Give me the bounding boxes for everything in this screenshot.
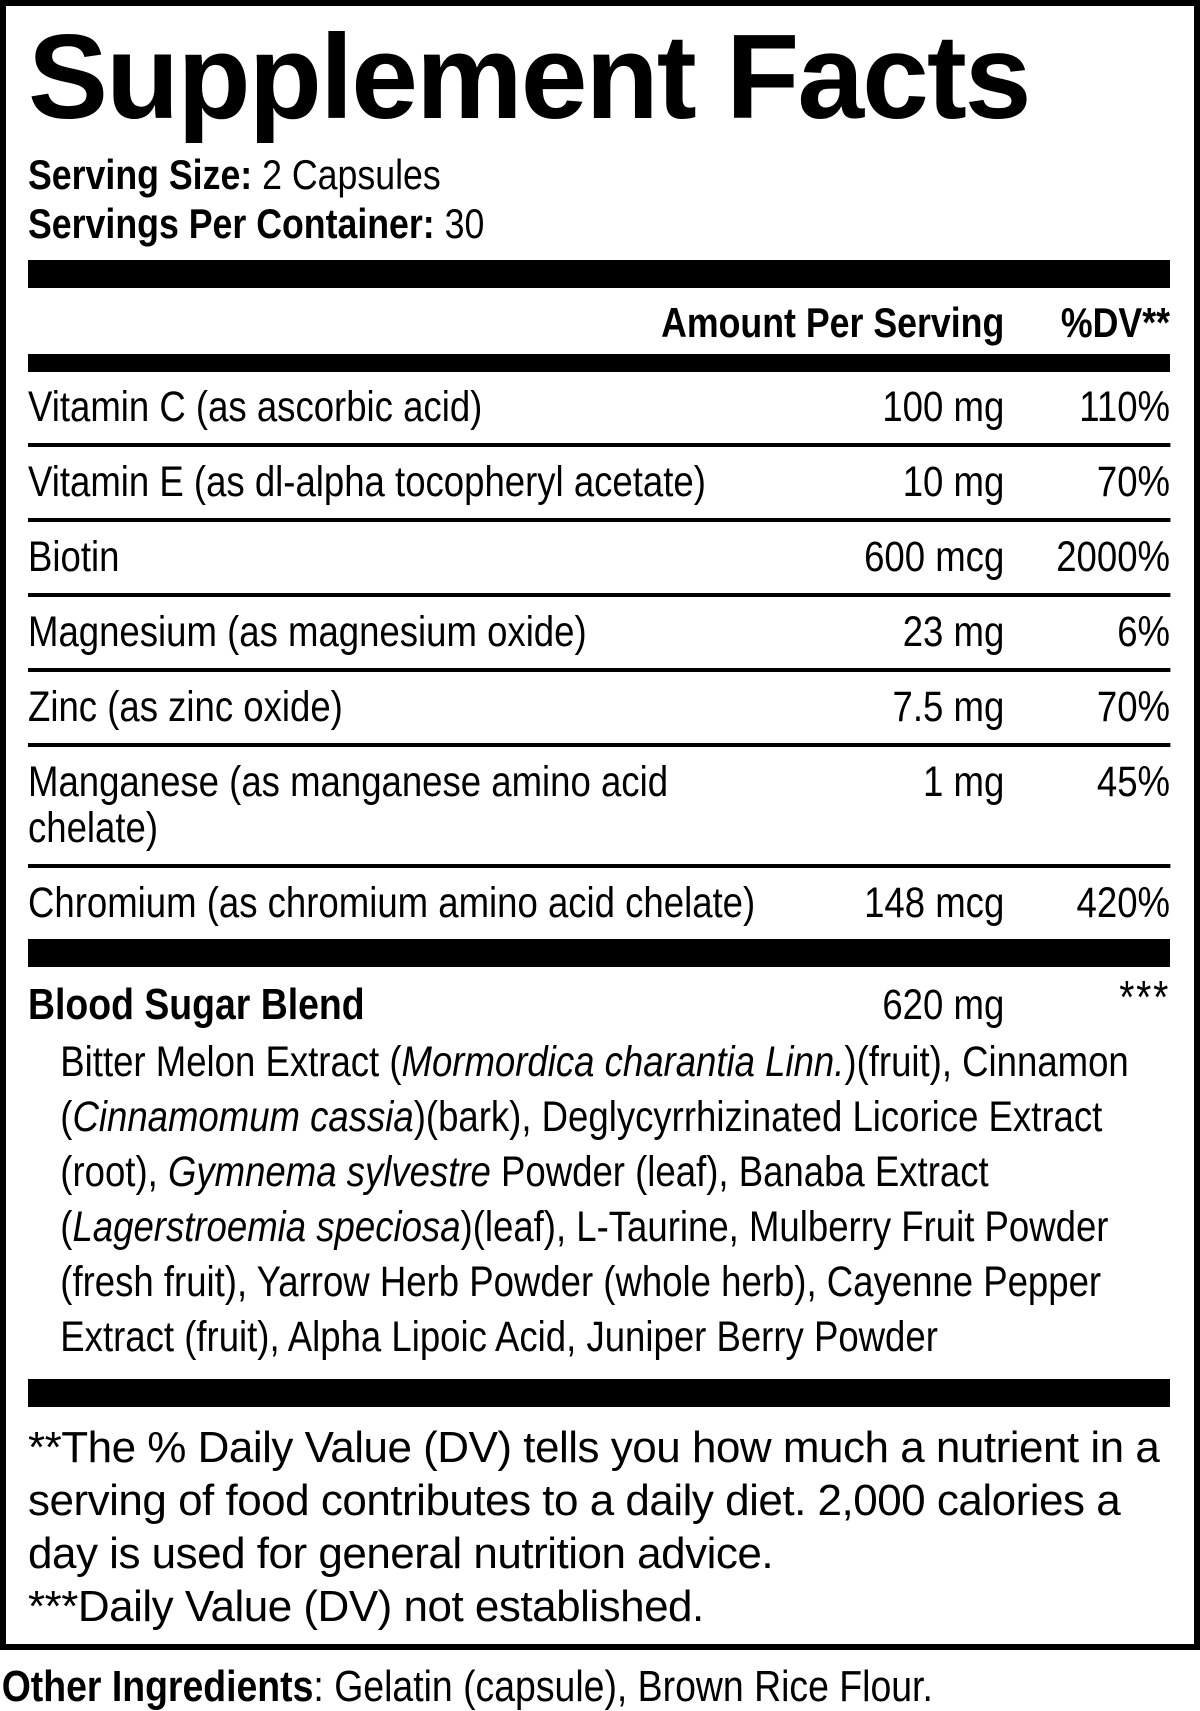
- row-separator: [28, 667, 1171, 672]
- other-ingredients-label: Other Ingredients: [1, 1662, 314, 1711]
- blend-amount: 620 mg: [882, 980, 1005, 1029]
- nutrient-row: Manganese (as manganese amino acid chela…: [28, 747, 1170, 864]
- blend-dv-asterisks: ***: [1119, 970, 1171, 1023]
- latin-botanical-name: Lagerstroemia speciosa: [72, 1202, 461, 1251]
- nutrient-rows: Vitamin C (as ascorbic acid) 100 mg 110% Vi…: [28, 372, 1171, 939]
- nutrient-amount: 10 mg: [902, 457, 1005, 506]
- nutrient-dv: 70%: [1096, 457, 1171, 506]
- ingredient-text: Powder (leaf), Banaba Extract (: [60, 1147, 989, 1251]
- other-ingredients-line: Other Ingredients: Gelatin (capsule), Br…: [2, 1662, 1200, 1711]
- divider-medium: [28, 353, 1170, 372]
- nutrient-amount: 23 mg: [902, 607, 1005, 656]
- row-separator: [28, 442, 1171, 447]
- row-separator: [28, 592, 1171, 597]
- serving-size-value: 2 Capsules: [252, 150, 441, 198]
- nutrient-dv: 6%: [1117, 607, 1171, 656]
- blend-section: Blood Sugar Blend 620 mg *** Bitter Melo…: [28, 967, 1170, 1379]
- ingredient-text: )(bark), Deglycyrrhizinated Licorice Ext…: [60, 1092, 1103, 1196]
- amount-per-serving-header: Amount Per Serving: [661, 298, 1005, 346]
- other-ingredients-value: : Gelatin (capsule), Brown Rice Flour.: [313, 1662, 933, 1711]
- nutrient-row: Magnesium (as magnesium oxide) 23 mg 6%: [28, 597, 1170, 668]
- serving-size-line: Serving Size: 2 Capsules: [28, 150, 1170, 199]
- nutrient-row: Chromium (as chromium amino acid chelate…: [28, 868, 1170, 939]
- nutrient-row: Zinc (as zinc oxide) 7.5 mg 70%: [28, 672, 1170, 743]
- other-ingredients-wrap: Other Ingredients: Gelatin (capsule), Br…: [0, 1662, 1200, 1711]
- ingredient-text: )(leaf), L-Taurine, Mulberry Fruit Powde…: [60, 1202, 1109, 1361]
- serving-info: Serving Size: 2 Capsules Servings Per Co…: [28, 150, 1170, 248]
- nutrient-name: Chromium (as chromium amino acid chelate…: [28, 878, 756, 927]
- nutrient-name: Biotin: [28, 532, 120, 581]
- latin-botanical-name: Mormordica charantia Linn.: [401, 1037, 845, 1086]
- nutrient-amount: 100 mg: [882, 382, 1005, 431]
- blend-header-row: Blood Sugar Blend 620 mg ***: [28, 967, 1170, 1035]
- nutrient-dv: 45%: [1096, 757, 1171, 806]
- latin-botanical-name: Gymnema sylvestre: [167, 1147, 491, 1196]
- footnotes: **The % Daily Value (DV) tells you how m…: [28, 1407, 1170, 1633]
- ingredient-text: Bitter Melon Extract (: [60, 1037, 402, 1086]
- row-separator: [28, 742, 1171, 747]
- percent-dv-header: %DV**: [1060, 298, 1171, 346]
- divider-thick-middle: [28, 938, 1170, 967]
- blend-name: Blood Sugar Blend: [28, 979, 365, 1029]
- panel-title: Supplement Facts: [28, 10, 1032, 144]
- nutrient-dv: 420%: [1076, 878, 1171, 927]
- nutrient-name: Magnesium (as magnesium oxide): [28, 607, 587, 656]
- nutrient-dv: 70%: [1096, 682, 1171, 731]
- nutrient-amount: 1 mg: [923, 757, 1005, 806]
- serving-size-label: Serving Size:: [28, 150, 253, 198]
- table-header-row: Amount Per Serving %DV**: [28, 288, 1170, 354]
- nutrient-amount: 600 mcg: [864, 532, 1005, 581]
- nutrient-dv: 2000%: [1056, 532, 1171, 581]
- divider-thick-bottom: [28, 1378, 1170, 1407]
- nutrient-row: Biotin 600 mcg 2000%: [28, 522, 1170, 593]
- servings-per-container-line: Servings Per Container: 30: [28, 199, 1170, 248]
- ingredient-text: )(fruit), Cinnamon (: [60, 1037, 1129, 1141]
- nutrient-dv: 110%: [1079, 382, 1171, 431]
- nutrient-name: Manganese (as manganese amino acid chela…: [28, 757, 669, 852]
- nutrient-amount: 7.5 mg: [892, 682, 1005, 731]
- blend-ingredients-paragraph: Bitter Melon Extract (Mormordica charant…: [60, 1035, 1170, 1379]
- not-established-footnote: ***Daily Value (DV) not established.: [28, 1581, 704, 1631]
- row-separator: [28, 517, 1171, 522]
- nutrient-name: Zinc (as zinc oxide): [28, 682, 343, 731]
- supplement-facts-panel: Supplement Facts Serving Size: 2 Capsule…: [0, 0, 1200, 1650]
- table-header-wrap: Amount Per Serving %DV**: [28, 288, 1170, 354]
- divider-thick-top: [28, 259, 1170, 288]
- nutrient-name: Vitamin E (as dl-alpha tocopheryl acetat…: [28, 457, 706, 506]
- nutrient-name: Vitamin C (as ascorbic acid): [28, 382, 483, 431]
- nutrient-row: Vitamin C (as ascorbic acid) 100 mg 110%: [28, 372, 1170, 443]
- row-separator: [28, 863, 1171, 868]
- servings-per-container-value: 30: [434, 199, 485, 247]
- nutrient-amount: 148 mcg: [864, 878, 1005, 927]
- daily-value-footnote: **The % Daily Value (DV) tells you how m…: [28, 1422, 1160, 1578]
- latin-botanical-name: Cinnamomum cassia: [72, 1092, 414, 1141]
- nutrient-row: Vitamin E (as dl-alpha tocopheryl acetat…: [28, 447, 1170, 518]
- servings-per-container-label: Servings Per Container:: [28, 199, 435, 247]
